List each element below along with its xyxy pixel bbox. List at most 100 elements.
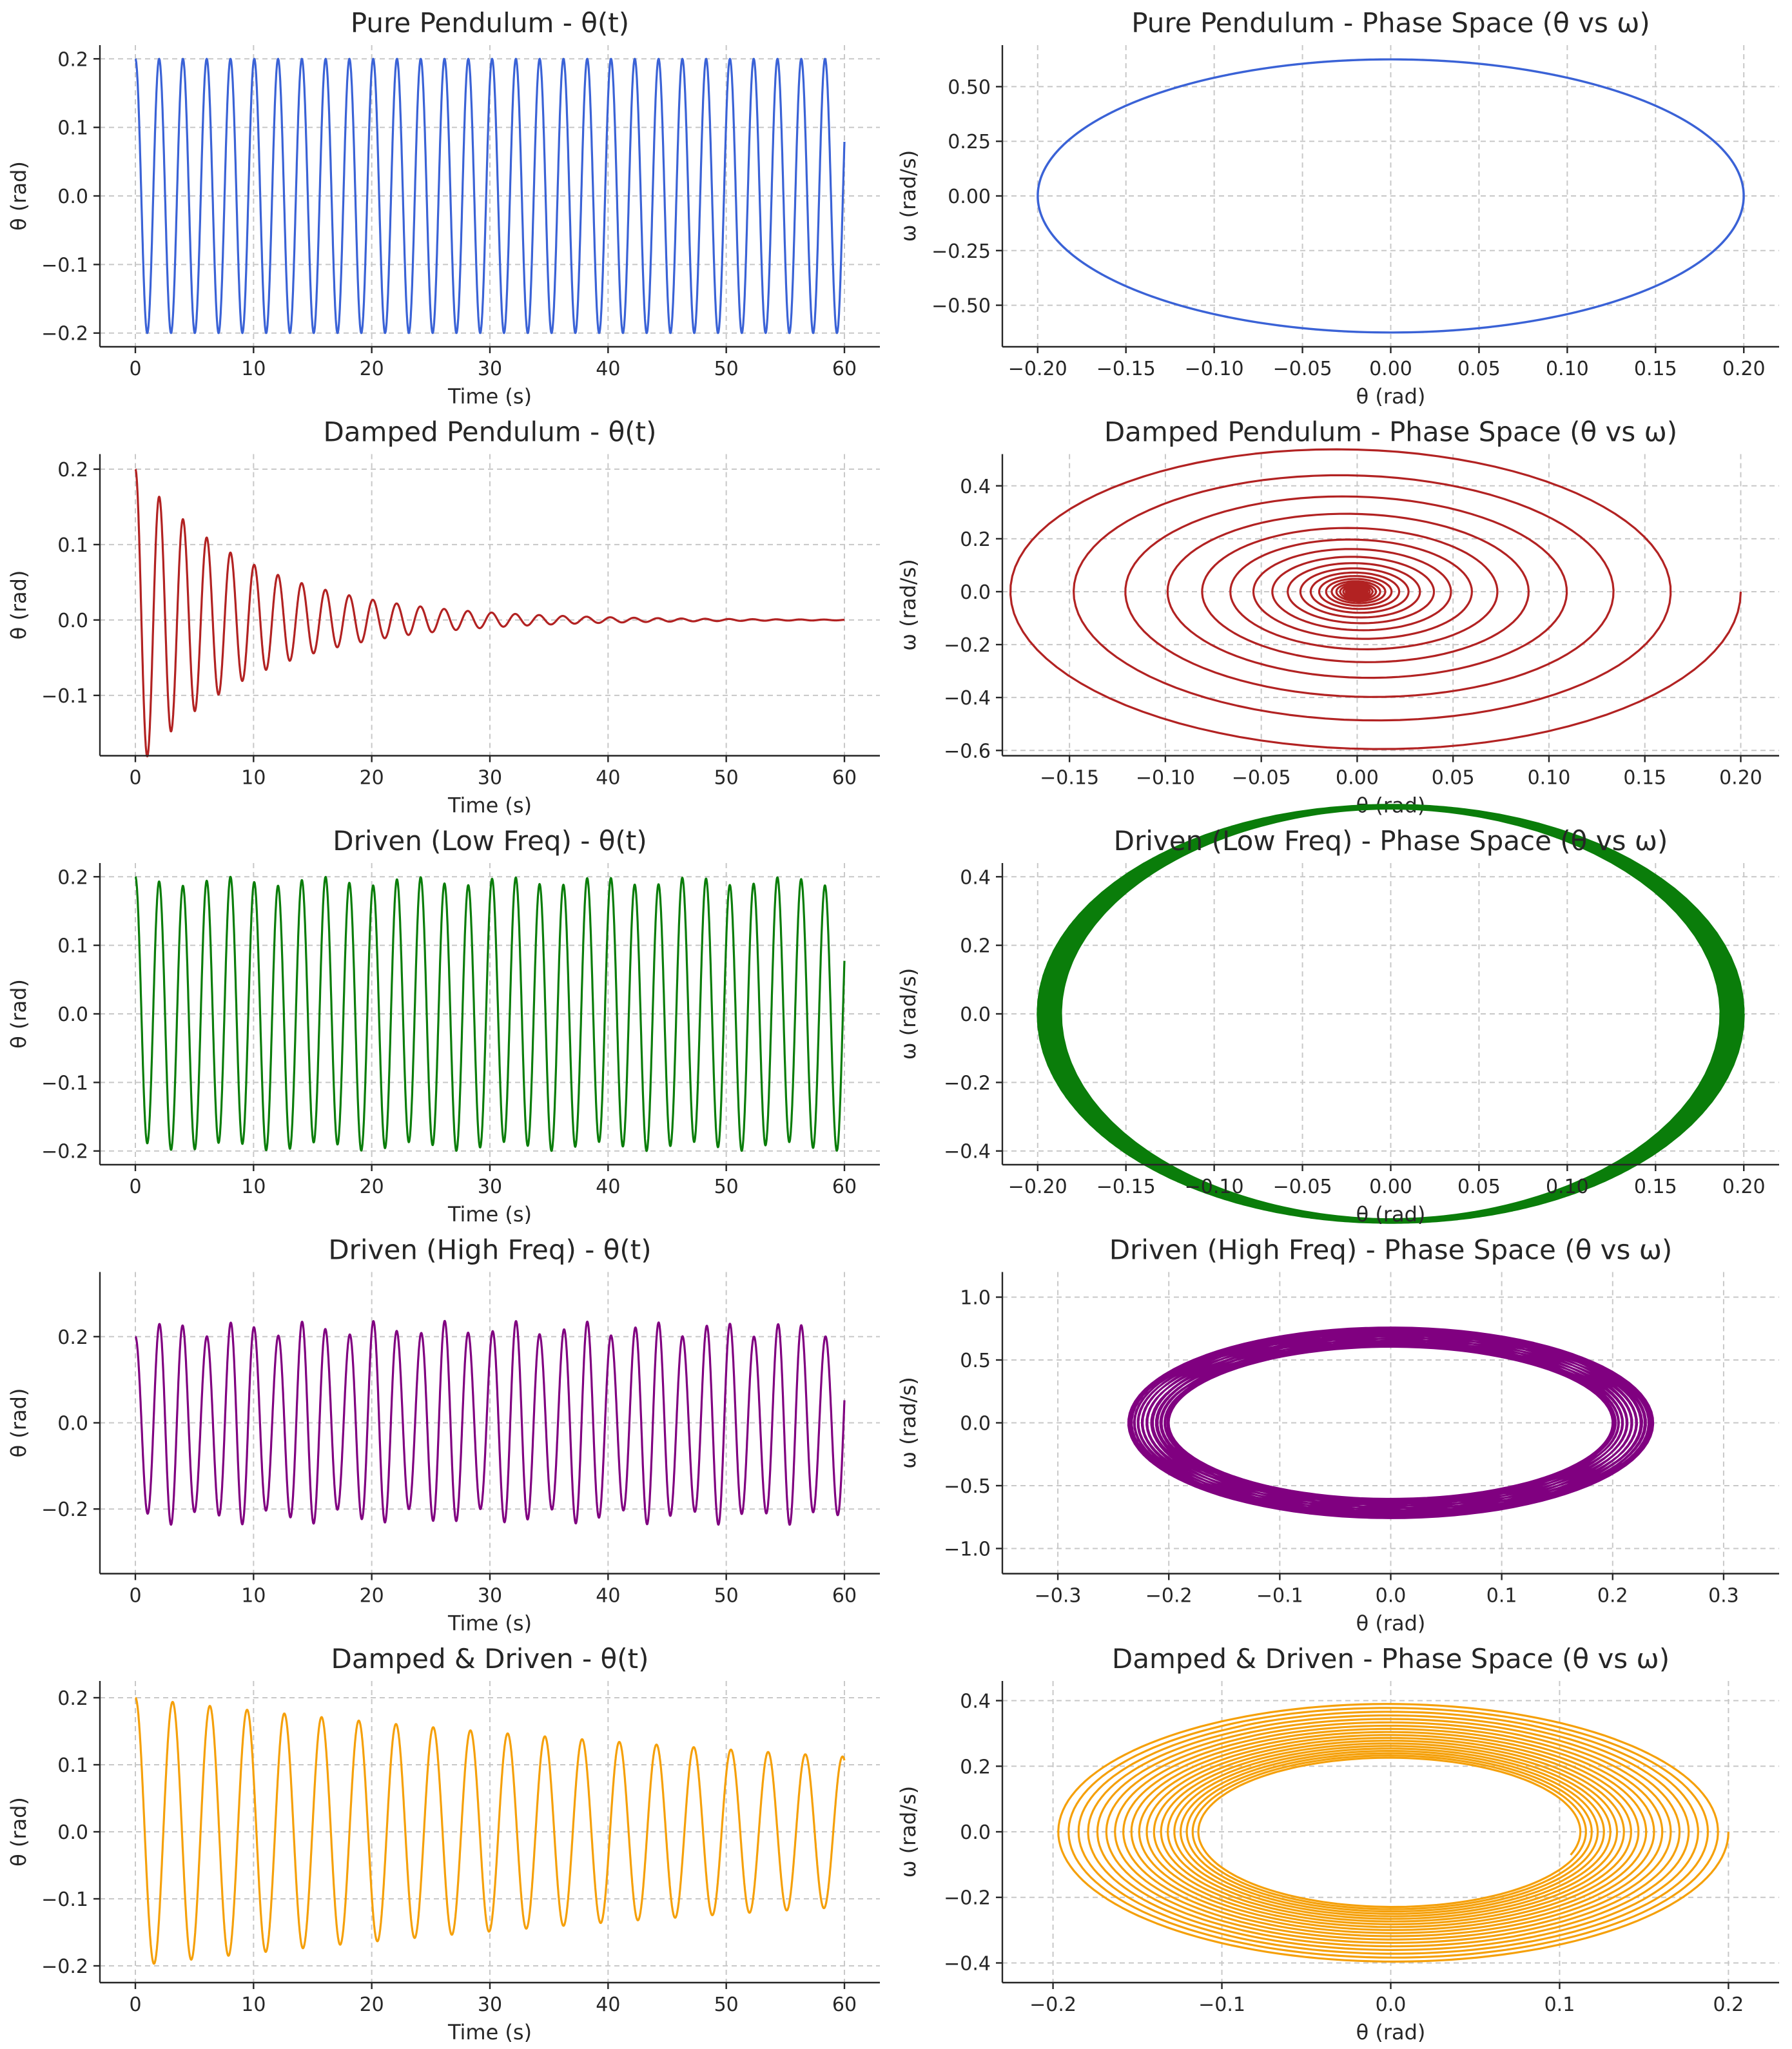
x-tick-label: 60 [832,358,857,380]
x-tick-label: 0.05 [1432,767,1475,790]
y-axis-label: θ (rad) [6,1797,31,1867]
chart-panel-high-t: 0 10 20 30 40 50 60 −0.2 0.0 0.2 Driven (High Freq… [6,1234,880,1636]
y-axis-label: ω (rad/s) [896,1377,920,1468]
x-tick-label: 20 [360,1176,384,1198]
y-tick-label: −0.5 [944,1475,991,1498]
x-tick-label: 10 [241,767,266,790]
x-tick-label: 60 [832,1585,857,1607]
x-tick-label: 0.10 [1546,358,1589,380]
x-axis-label: θ (rad) [1356,384,1426,409]
x-tick-label: 0.20 [1722,358,1766,380]
y-axis-label: θ (rad) [6,1388,31,1458]
y-tick-label: −0.6 [944,740,991,762]
x-tick-label: −0.05 [1273,358,1332,380]
y-tick-label: 0.0 [57,1413,88,1435]
y-tick-label: −0.2 [944,1072,991,1094]
chart-panel-dd-phase: −0.2 −0.1 0.0 0.1 0.2 −0.4 −0.2 0.0 0.2 0.4 Damped… [896,1643,1779,2044]
chart-title: Damped & Driven - Phase Space (θ vs ω) [1112,1643,1670,1675]
y-tick-label: 0.50 [948,76,991,99]
chart-title: Driven (High Freq) - θ(t) [328,1234,651,1266]
x-tick-label: 0 [129,1176,141,1198]
x-axis-label: Time (s) [447,793,532,818]
x-tick-label: 0.05 [1457,1176,1501,1198]
x-tick-label: −0.20 [1008,358,1067,380]
chart-title: Pure Pendulum - Phase Space (θ vs ω) [1131,7,1650,39]
x-tick-label: 60 [832,1994,857,2016]
x-tick-label: 0.1 [1544,1994,1575,2016]
x-tick-label: 0.15 [1634,1176,1677,1198]
chart-panel-pure-t: 0 10 20 30 40 50 60 −0.2 −0.1 0.0 0.1 0.2 Pure Pendu… [6,7,880,409]
y-tick-label: −0.1 [41,685,88,708]
x-tick-label: 0.1 [1486,1585,1517,1607]
x-tick-label: −0.10 [1185,358,1244,380]
y-tick-label: 0.1 [57,1754,88,1777]
x-tick-label: 0.3 [1708,1585,1739,1607]
x-tick-label: 0.20 [1722,1176,1766,1198]
chart-title: Damped Pendulum - Phase Space (θ vs ω) [1104,416,1677,448]
x-tick-label: 0.05 [1457,358,1501,380]
x-tick-label: 50 [714,1994,739,2016]
y-tick-label: −0.1 [41,254,88,277]
x-tick-label: 30 [478,1585,502,1607]
x-tick-label: −0.10 [1185,1176,1244,1198]
x-tick-label: 0.15 [1623,767,1666,790]
x-tick-label: −0.15 [1096,1176,1156,1198]
x-axis-label: Time (s) [447,2020,532,2044]
chart-title: Damped Pendulum - θ(t) [323,416,656,448]
y-tick-label: 0.0 [960,1413,991,1435]
y-tick-label: 0.1 [57,117,88,140]
x-tick-label: −0.2 [1145,1585,1193,1607]
x-tick-label: 0.0 [1376,1994,1407,2016]
series-line-damped-t [134,468,846,757]
chart-title: Pure Pendulum - θ(t) [351,7,629,39]
y-tick-label: 0.0 [960,581,991,604]
x-tick-label: 0.15 [1634,358,1677,380]
x-tick-label: 0.10 [1546,1176,1589,1198]
y-tick-label: 0.2 [57,866,88,889]
chart-panel-damped-phase: −0.15 −0.10 −0.05 0.00 0.05 0.10 0.15 0.20 −0.6 −… [896,416,1779,818]
series-line-dd-phase [1057,1703,1729,1963]
y-tick-label: 0.2 [57,48,88,71]
y-tick-label: −0.4 [944,1141,991,1163]
chart-panel-high-phase: −0.3 −0.2 −0.1 0.0 0.1 0.2 0.3 −1.0 −0.5 0.0 0.5 1.… [896,1234,1779,1636]
y-tick-label: 0.2 [960,1756,991,1778]
x-tick-label: 60 [832,1176,857,1198]
x-tick-label: 40 [596,1176,620,1198]
x-tick-label: −0.05 [1232,767,1291,790]
y-tick-label: 0.1 [57,534,88,557]
y-tick-label: −0.4 [944,687,991,710]
x-axis-label: Time (s) [447,1202,532,1227]
x-tick-label: 0.00 [1369,358,1412,380]
x-tick-label: 30 [478,358,502,380]
y-tick-label: −0.4 [944,1952,991,1975]
chart-title: Damped & Driven - θ(t) [331,1643,649,1675]
y-tick-label: −0.50 [931,295,991,318]
x-tick-label: 50 [714,1585,739,1607]
x-tick-label: 0 [129,767,141,790]
y-tick-label: 0.2 [960,935,991,958]
y-tick-label: −0.25 [931,240,991,263]
x-tick-label: 30 [478,1994,502,2016]
y-tick-label: −0.1 [41,1072,88,1094]
x-tick-label: 20 [360,358,384,380]
x-tick-label: 0.2 [1713,1994,1744,2016]
y-tick-label: 0.4 [960,866,991,889]
x-tick-label: 10 [241,1994,266,2016]
x-tick-label: −0.1 [1256,1585,1303,1607]
chart-panel-pure-phase: −0.20 −0.15 −0.10 −0.05 0.00 0.05 0.10 0.15 0.20… [896,7,1779,409]
y-tick-label: 0.0 [57,1004,88,1026]
y-tick-label: −0.2 [41,1499,88,1521]
series-line-dd-t [134,1696,846,1965]
x-tick-label: 0.00 [1369,1176,1412,1198]
y-tick-label: 1.0 [960,1287,991,1310]
series-line-low-t [134,875,846,1152]
x-tick-label: −0.05 [1273,1176,1332,1198]
x-tick-label: 30 [478,1176,502,1198]
y-tick-label: −0.1 [41,1889,88,1911]
x-tick-label: −0.2 [1029,1994,1076,2016]
x-tick-label: 20 [360,1585,384,1607]
x-tick-label: 0 [129,358,141,380]
chart-title: Driven (High Freq) - Phase Space (θ vs ω… [1109,1234,1673,1266]
x-tick-label: 10 [241,358,266,380]
chart-panel-low-phase: −0.20 −0.15 −0.10 −0.05 0.00 0.05 0.10 0.15 0.20… [896,804,1779,1227]
